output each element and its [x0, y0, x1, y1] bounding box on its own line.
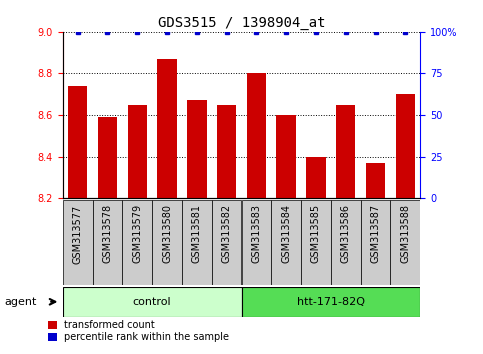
Text: agent: agent: [5, 297, 37, 307]
Bar: [276, 115, 296, 198]
Bar: [187, 101, 207, 198]
Text: GSM313583: GSM313583: [251, 204, 261, 263]
Bar: [390, 200, 420, 285]
Bar: [331, 200, 361, 285]
Bar: [98, 117, 117, 198]
Bar: [68, 86, 87, 198]
Bar: [48, 320, 57, 329]
Text: GSM313584: GSM313584: [281, 204, 291, 263]
Text: control: control: [133, 297, 171, 307]
Bar: [212, 200, 242, 285]
Bar: [122, 200, 152, 285]
Text: GDS3515 / 1398904_at: GDS3515 / 1398904_at: [158, 16, 325, 30]
Bar: [247, 73, 266, 198]
Bar: [157, 59, 177, 198]
Text: GSM313577: GSM313577: [72, 204, 83, 263]
Bar: [366, 163, 385, 198]
Text: GSM313580: GSM313580: [162, 204, 172, 263]
Bar: [306, 156, 326, 198]
Text: GSM313586: GSM313586: [341, 204, 351, 263]
Bar: [361, 200, 390, 285]
Bar: [271, 200, 301, 285]
Bar: [242, 200, 271, 285]
Bar: [182, 200, 212, 285]
Text: transformed count: transformed count: [64, 320, 155, 330]
Bar: [242, 287, 420, 317]
Bar: [63, 200, 93, 285]
Text: htt-171-82Q: htt-171-82Q: [297, 297, 365, 307]
Bar: [128, 105, 147, 198]
Text: GSM313588: GSM313588: [400, 204, 411, 263]
Text: percentile rank within the sample: percentile rank within the sample: [64, 332, 229, 342]
Bar: [396, 94, 415, 198]
Bar: [217, 105, 236, 198]
Text: GSM313581: GSM313581: [192, 204, 202, 263]
Text: GSM313578: GSM313578: [102, 204, 113, 263]
Text: GSM313585: GSM313585: [311, 204, 321, 263]
Bar: [48, 333, 57, 342]
Bar: [63, 287, 242, 317]
Bar: [152, 200, 182, 285]
Bar: [93, 200, 122, 285]
Bar: [301, 200, 331, 285]
Text: GSM313587: GSM313587: [370, 204, 381, 263]
Bar: [336, 105, 355, 198]
Text: GSM313579: GSM313579: [132, 204, 142, 263]
Text: GSM313582: GSM313582: [222, 204, 232, 263]
